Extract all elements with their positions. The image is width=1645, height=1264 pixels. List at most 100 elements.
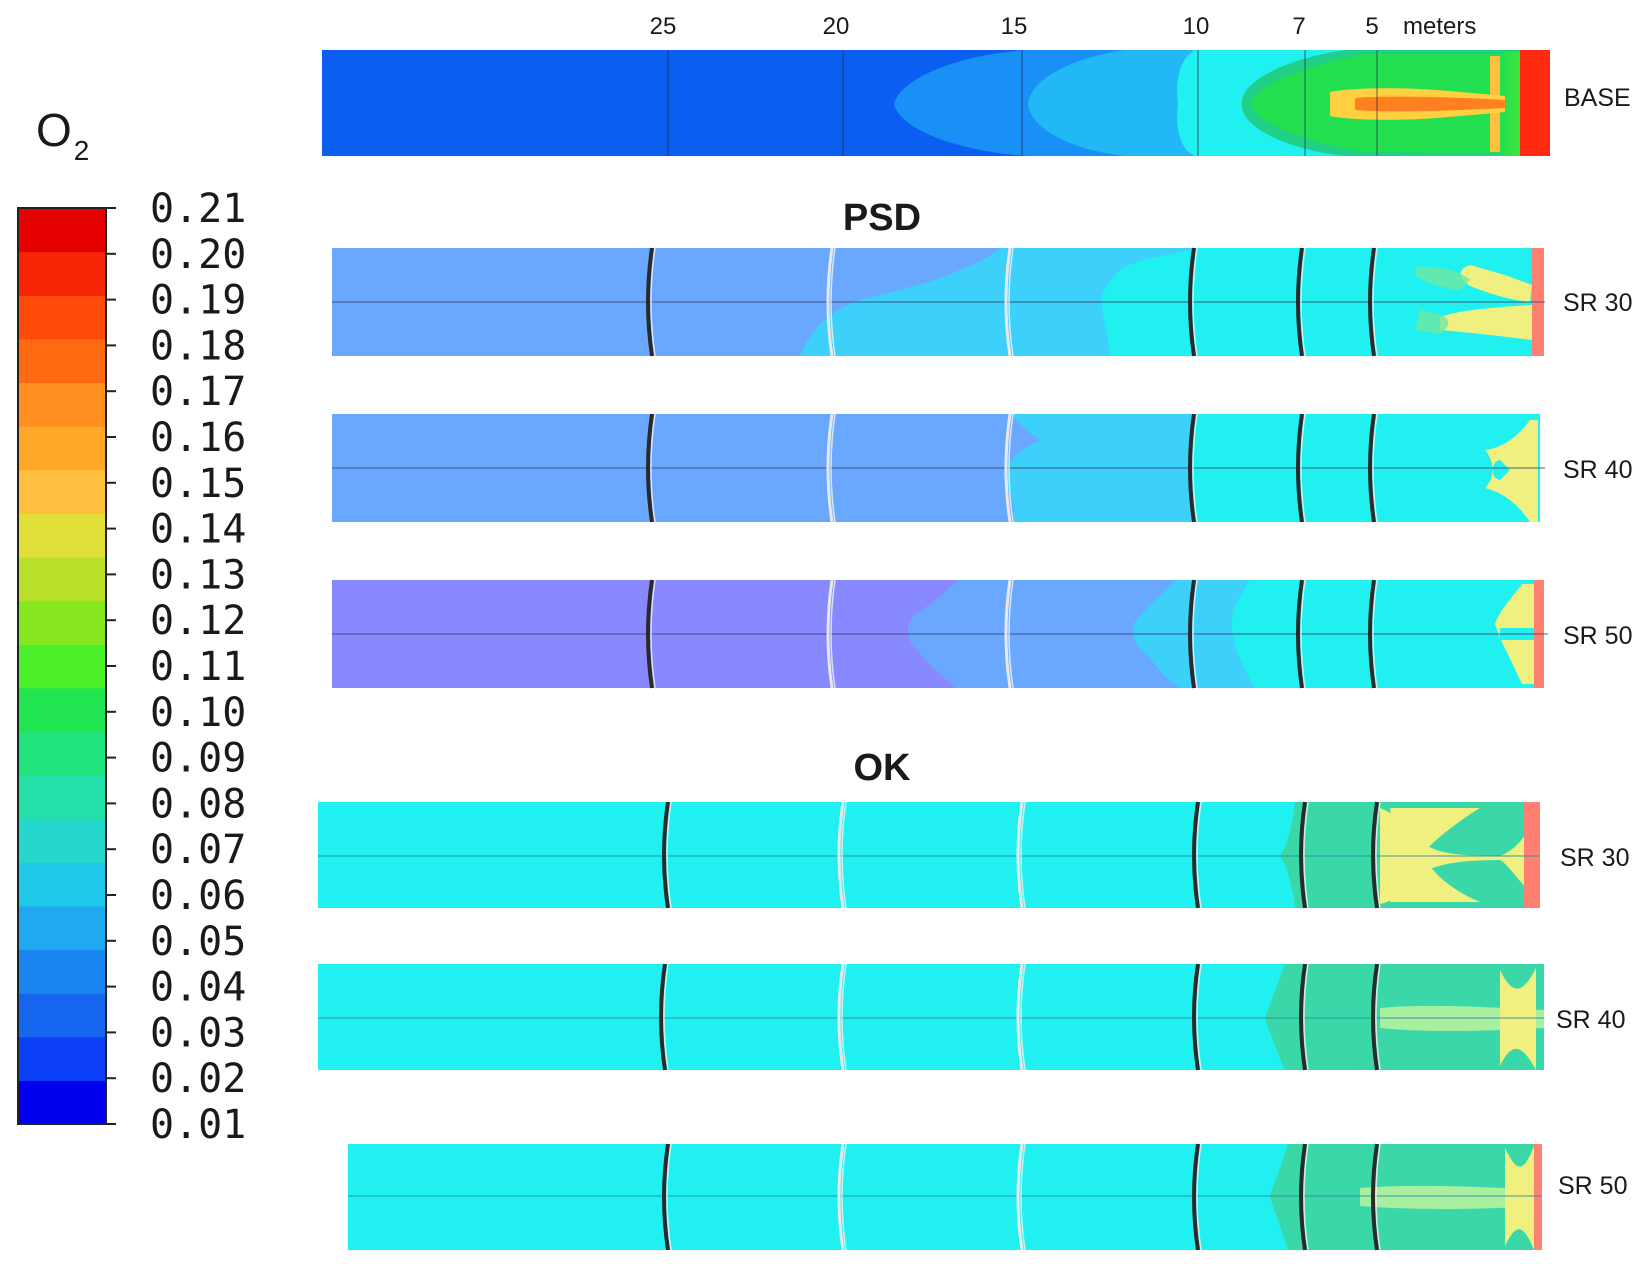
colorbar-band: [18, 600, 106, 645]
colorbar-tick-label: 0.07: [150, 827, 246, 873]
cross-section-arc: [1296, 579, 1304, 689]
cross-section-arc-highlight: [830, 247, 836, 357]
distance-tick-7: 7: [1292, 13, 1305, 40]
cross-section-arc: [1192, 801, 1200, 909]
cross-section-arc: [826, 579, 834, 689]
cross-section-arc: [1188, 247, 1196, 357]
distance-tick-20: 20: [823, 13, 850, 40]
cross-section-arc-highlight: [1372, 247, 1378, 357]
distance-unit: meters: [1403, 13, 1476, 40]
cross-section-arc-highlight: [1372, 413, 1378, 523]
cross-section-arc-highlight: [666, 801, 672, 909]
o2-colorbar: 0.210.200.190.180.170.160.150.140.130.12…: [17, 186, 246, 1148]
colorbar-band: [18, 775, 106, 820]
row-label-ok-sr30: SR 30: [1560, 844, 1629, 872]
cross-section-arc: [1192, 1143, 1200, 1251]
cross-section-arc: [646, 413, 654, 523]
cross-section-arc: [1296, 247, 1304, 357]
contour-panel-psd-sr40: [332, 414, 1545, 522]
cross-section-arc-highlight: [1008, 247, 1014, 357]
cross-section-arc-highlight: [1303, 963, 1309, 1071]
cross-section-arc-highlight: [1300, 579, 1306, 689]
colorbar-band: [18, 687, 106, 733]
colorbar-tick-label: 0.14: [150, 507, 246, 553]
colorbar-band: [18, 993, 106, 1038]
cross-section-markers: [646, 247, 1381, 1251]
colorbar-tick-label: 0.18: [150, 323, 246, 369]
colorbar-band: [18, 426, 106, 471]
colorbar-band: [18, 1036, 106, 1081]
colorbar-tick-label: 0.17: [150, 369, 246, 415]
cross-section-arc-highlight: [1196, 801, 1202, 909]
cross-section-arc-highlight: [650, 579, 656, 689]
contour-panel-psd-sr50: [332, 580, 1548, 688]
cross-section-arc: [837, 801, 845, 909]
colorbar-tick-label: 0.15: [150, 461, 246, 507]
row-label-psd-sr40: SR 40: [1563, 456, 1632, 484]
colorbar-tick-label: 0.06: [150, 873, 246, 919]
colorbar-band: [18, 338, 106, 384]
colorbar-band: [18, 949, 106, 994]
cross-section-arc: [1016, 1143, 1024, 1251]
cross-section-arc: [1004, 247, 1012, 357]
cross-section-arc: [1368, 247, 1376, 357]
cross-section-arc: [1299, 801, 1307, 909]
cross-section-arc-highlight: [841, 801, 847, 909]
cross-section-arc: [1299, 1143, 1307, 1251]
group-title-ok: OK: [854, 747, 912, 789]
colorbar-band: [18, 513, 106, 558]
distance-tick-25: 25: [650, 13, 677, 40]
colorbar-band: [18, 469, 106, 514]
cross-section-arc-highlight: [1196, 1143, 1202, 1251]
colorbar-tick-label: 0.11: [150, 644, 246, 690]
group-title-psd: PSD: [843, 197, 921, 239]
cross-section-arc-highlight: [663, 963, 669, 1071]
cross-section-arc-highlight: [1192, 579, 1198, 689]
cross-section-arc-highlight: [1300, 413, 1306, 523]
distance-tick-15: 15: [1001, 13, 1028, 40]
cross-section-arc: [1368, 579, 1376, 689]
cross-section-arc: [826, 413, 834, 523]
cross-section-arc-highlight: [1375, 963, 1381, 1071]
cross-section-arc: [1004, 579, 1012, 689]
cross-section-arc: [826, 247, 834, 357]
colorbar-tick-label: 0.03: [150, 1010, 246, 1056]
cross-section-arc: [646, 579, 654, 689]
colorbar-band: [18, 382, 106, 427]
colorbar-tick-label: 0.01: [150, 1102, 246, 1148]
cross-section-arc: [1371, 963, 1379, 1071]
cross-section-arc-highlight: [1020, 963, 1026, 1071]
cross-section-arc-highlight: [650, 413, 656, 523]
cross-section-arc-highlight: [650, 247, 656, 357]
colorbar-tick-label: 0.08: [150, 781, 246, 827]
cross-section-arc-highlight: [1372, 579, 1378, 689]
cross-section-arc: [1371, 1143, 1379, 1251]
cross-section-arc: [837, 963, 845, 1071]
cross-section-arc: [837, 1143, 845, 1251]
colorbar-tick-label: 0.12: [150, 598, 246, 644]
colorbar-band: [18, 818, 106, 863]
cross-section-arc: [646, 247, 654, 357]
cross-section-arc: [1188, 413, 1196, 523]
colorbar-band: [18, 295, 106, 340]
colorbar-tick-label: 0.05: [150, 919, 246, 965]
colorbar-tick-label: 0.04: [150, 965, 246, 1011]
colorbar-tick-label: 0.16: [150, 415, 246, 461]
distance-tick-5: 5: [1365, 13, 1378, 40]
contour-panel-ok-sr30: [318, 802, 1540, 908]
cross-section-arc-highlight: [1375, 801, 1381, 909]
contour-panel-base: [322, 50, 1550, 156]
cross-section-arc: [1016, 963, 1024, 1071]
colorbar-band: [18, 1080, 106, 1125]
colorbar-tick-label: 0.19: [150, 278, 246, 324]
cross-section-arc: [659, 963, 667, 1071]
cross-section-arc-highlight: [1375, 1143, 1381, 1251]
cross-section-arc: [1371, 801, 1379, 909]
cross-section-arc-highlight: [841, 963, 847, 1071]
colorbar-band: [18, 644, 106, 689]
cross-section-arc-highlight: [1008, 579, 1014, 689]
cross-section-arc: [1368, 413, 1376, 523]
distance-axis: 25 20 15 10 7 5 meters: [650, 13, 1477, 40]
row-label-psd-sr50: SR 50: [1563, 622, 1632, 650]
